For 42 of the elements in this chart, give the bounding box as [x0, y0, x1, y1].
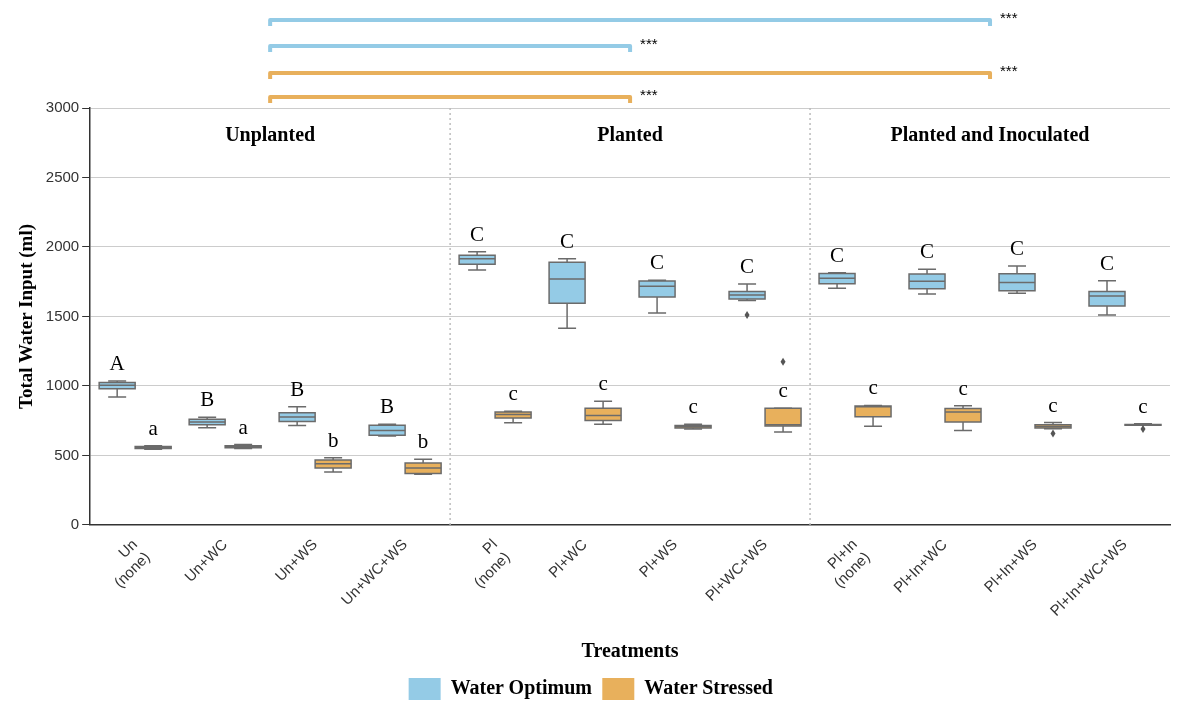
- text: c: [868, 375, 878, 400]
- text: ***: [1000, 62, 1018, 80]
- text: B: [200, 387, 215, 412]
- text: C: [1100, 250, 1115, 275]
- y-tick-label: 2500: [45, 167, 80, 185]
- text: A: [109, 351, 125, 376]
- annotation: Planted: [597, 123, 663, 146]
- text: C: [650, 250, 665, 275]
- legend-label: Water Optimum: [450, 676, 593, 700]
- text: ***: [640, 35, 658, 53]
- text: C: [920, 239, 935, 264]
- text: c: [958, 375, 968, 400]
- y-tick-label: 1000: [45, 376, 80, 394]
- legend-label: Water Stressed: [644, 676, 773, 699]
- text: c: [1138, 393, 1148, 418]
- text: b: [417, 429, 429, 454]
- text: C: [740, 254, 755, 279]
- text: c: [598, 371, 608, 396]
- annotation: Unplanted: [225, 123, 316, 147]
- text: ***: [640, 86, 658, 104]
- text: C: [830, 242, 845, 267]
- text: c: [688, 394, 698, 419]
- text: a: [148, 415, 158, 440]
- y-axis-title: Total Water Input (ml): [15, 224, 38, 409]
- y-tick-label: 1500: [45, 306, 80, 324]
- x-axis-title: Treatments: [581, 639, 679, 662]
- text: C: [1010, 236, 1025, 261]
- text: b: [327, 427, 339, 452]
- text: C: [560, 228, 575, 253]
- text: C: [470, 221, 485, 246]
- y-tick-label: 2000: [45, 237, 80, 255]
- y-tick-label: 3000: [45, 98, 80, 116]
- y-tick-label: 0: [70, 515, 80, 533]
- text: a: [238, 414, 248, 439]
- text: c: [1048, 392, 1058, 417]
- text: B: [290, 376, 305, 401]
- text: c: [508, 381, 518, 406]
- y-tick-label: 500: [54, 445, 80, 463]
- text: B: [380, 394, 395, 419]
- annotation: Planted and Inoculated: [890, 123, 1090, 146]
- text: c: [778, 378, 788, 403]
- text: ***: [1000, 9, 1018, 27]
